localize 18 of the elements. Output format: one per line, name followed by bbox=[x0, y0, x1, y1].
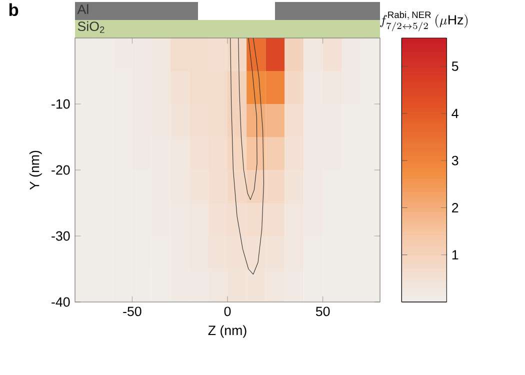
x-axis-title: Z (nm) bbox=[208, 325, 246, 338]
text: SiO$_{2}$ bbox=[78, 21, 104, 33]
color-bar-label: 5 bbox=[452, 62, 458, 71]
y-tick-label: -40 bbox=[52, 297, 70, 307]
color-bar-label: 2 bbox=[452, 203, 458, 212]
text: Al bbox=[77, 4, 88, 14]
x-tick-label: 50 bbox=[316, 306, 330, 316]
color-bar-title: $f^{\mathrm{Rabi,\,NER}}_{7/2\leftrightarrow 5/2}\,(\mu\mathrm{Hz})$ bbox=[380, 11, 468, 32]
x-tick-label: 0 bbox=[224, 306, 231, 316]
text: b bbox=[9, 3, 18, 16]
color-bar-label: 4 bbox=[452, 108, 458, 118]
y-tick-label: -30 bbox=[52, 231, 70, 241]
y-tick-label: -10 bbox=[52, 99, 70, 109]
y-tick-label: -20 bbox=[52, 165, 70, 175]
color-bar-label: 3 bbox=[452, 156, 458, 166]
y-axis-title: Y (nm) bbox=[29, 150, 42, 190]
color-bar-label: 1 bbox=[452, 250, 458, 260]
x-tick-label: -50 bbox=[123, 306, 142, 316]
